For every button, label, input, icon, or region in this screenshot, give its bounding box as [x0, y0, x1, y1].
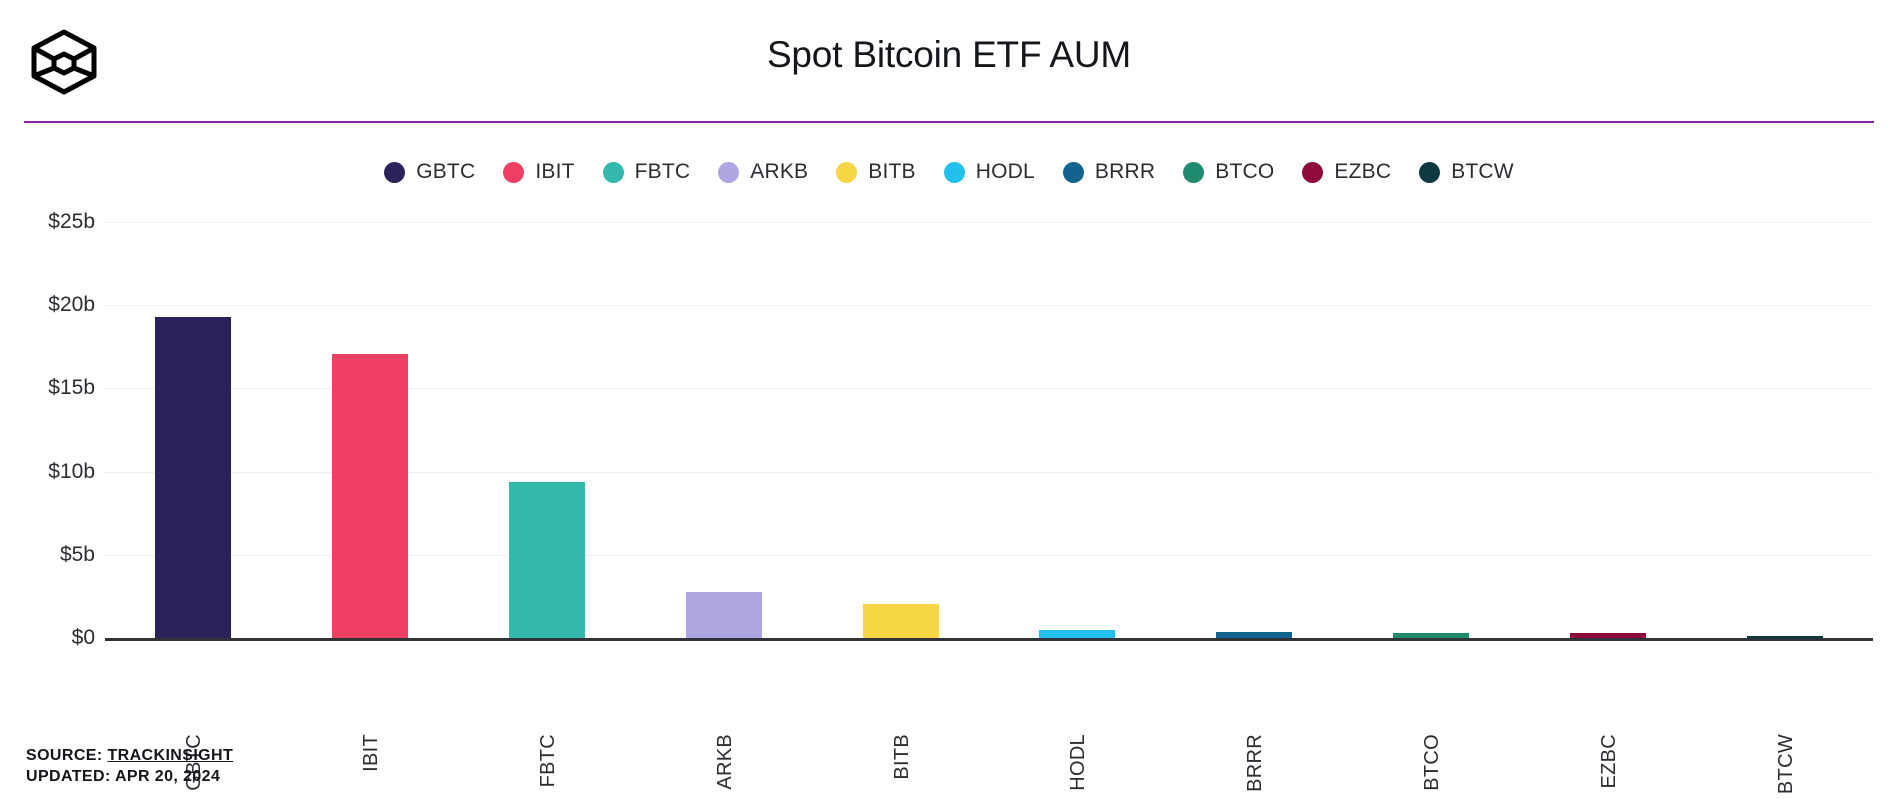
legend-label: EZBC	[1334, 160, 1392, 183]
bar-slot	[1039, 210, 1116, 640]
gridline	[105, 305, 1873, 307]
legend-label: BTCO	[1215, 160, 1275, 183]
legend-item-fbtc[interactable]: FBTC	[602, 160, 691, 184]
legend-label: HODL	[975, 160, 1035, 183]
legend-swatch-icon	[943, 161, 965, 183]
bar-slot	[685, 210, 762, 640]
legend-item-gbtc[interactable]: GBTC	[384, 160, 475, 184]
x-axis-tick-label: FBTC	[537, 734, 559, 788]
legend-swatch-icon	[503, 161, 525, 183]
bar-slot	[862, 210, 939, 640]
legend-item-btco[interactable]: BTCO	[1183, 160, 1274, 184]
grid-area	[105, 210, 1873, 641]
x-axis-labels: GBTC IBIT FBTC ARKB BITB HODL BRRR BTCO EZBC BTCW	[105, 648, 1873, 794]
y-axis-tick-label: $20b	[48, 293, 95, 317]
legend-swatch-icon	[384, 161, 406, 183]
legend-label: BITB	[868, 160, 916, 183]
bar-slot	[1569, 210, 1646, 640]
gridline	[105, 554, 1873, 556]
legend-label: ARKB	[750, 160, 809, 183]
chart-header: Spot Bitcoin ETF AUM	[0, 0, 1898, 123]
gridline	[105, 471, 1873, 473]
page-title: Spot Bitcoin ETF AUM	[766, 34, 1132, 75]
legend-swatch-icon	[1302, 161, 1324, 183]
updated-prefix-label: UPDATED:	[26, 768, 111, 785]
legend-label: IBIT	[535, 160, 575, 183]
gridline	[105, 388, 1873, 390]
x-axis-tick-label: BTCW	[1774, 734, 1797, 795]
bar-ezbc[interactable]	[1569, 633, 1646, 638]
legend-swatch-icon	[836, 161, 858, 183]
updated-line: UPDATED: APR 20, 2024	[26, 766, 233, 787]
bar-btco[interactable]	[1393, 632, 1469, 638]
x-axis-tick-label: EZBC	[1597, 734, 1620, 789]
bar-series	[105, 210, 1873, 640]
legend-swatch-icon	[718, 161, 740, 183]
chart-footer: SOURCE: TRACKINSIGHT UPDATED: APR 20, 20…	[26, 745, 233, 787]
legend-item-ezbc[interactable]: EZBC	[1302, 160, 1391, 184]
y-axis-labels: $0 $5b $10b $15b $20b $25b	[0, 210, 95, 649]
bar-bitb[interactable]	[862, 603, 939, 638]
bar-gbtc[interactable]	[155, 316, 232, 638]
legend-label: BTCW	[1451, 160, 1514, 183]
x-axis-tick-label: BITB	[890, 734, 913, 780]
bar-slot	[1746, 210, 1823, 640]
bar-slot	[332, 210, 409, 640]
updated-value: APR 20, 2024	[114, 768, 221, 785]
gridline	[105, 222, 1873, 223]
y-axis-tick-label: $10b	[48, 459, 95, 483]
plot-area: $0 $5b $10b $15b $20b $25b	[0, 210, 1898, 649]
y-axis-tick-label: $0	[71, 626, 95, 649]
cube-logo-icon	[28, 26, 100, 98]
legend-swatch-icon	[602, 161, 624, 183]
legend-item-brrr[interactable]: BRRR	[1062, 160, 1156, 184]
source-line: SOURCE: TRACKINSIGHT	[26, 745, 233, 766]
x-axis-tick-label: BTCO	[1421, 734, 1443, 791]
legend-label: GBTC	[416, 160, 476, 183]
chart-legend: GBTC IBIT FBTC ARKB BITB HODL BRRR BTCO EZBC BTCW	[0, 160, 1898, 184]
x-axis-tick-label: BRRR	[1244, 734, 1267, 792]
x-axis-tick-label: ARKB	[713, 734, 736, 790]
legend-item-ibit[interactable]: IBIT	[503, 160, 574, 184]
x-axis-line	[105, 638, 1873, 641]
legend-item-bitb[interactable]: BITB	[836, 160, 916, 184]
source-link[interactable]: TRACKINSIGHT	[107, 747, 234, 764]
legend-item-btcw[interactable]: BTCW	[1419, 160, 1514, 184]
legend-swatch-icon	[1062, 161, 1084, 183]
source-prefix-label: SOURCE:	[26, 747, 103, 764]
bar-hodl[interactable]	[1039, 629, 1116, 638]
y-axis-tick-label: $25b	[48, 210, 95, 233]
bar-btcw[interactable]	[1746, 636, 1823, 638]
x-axis-tick-label: IBIT	[360, 734, 383, 772]
bar-ibit[interactable]	[332, 354, 409, 638]
bar-slot	[509, 210, 585, 640]
bar-slot	[155, 210, 232, 640]
bar-arkb[interactable]	[685, 592, 762, 638]
legend-label: BRRR	[1094, 160, 1156, 183]
bar-brrr[interactable]	[1216, 631, 1293, 638]
y-axis-tick-label: $15b	[48, 376, 95, 400]
y-axis-tick-label: $5b	[59, 542, 95, 566]
legend-label: FBTC	[634, 160, 691, 183]
bar-slot	[1216, 210, 1293, 640]
bar-slot	[1393, 210, 1469, 640]
legend-item-arkb[interactable]: ARKB	[718, 160, 808, 184]
legend-item-hodl[interactable]: HODL	[943, 160, 1035, 184]
legend-swatch-icon	[1183, 161, 1205, 183]
legend-swatch-icon	[1419, 161, 1441, 183]
header-divider	[24, 121, 1874, 123]
bar-fbtc[interactable]	[509, 481, 585, 638]
x-axis-tick-label: HODL	[1067, 734, 1090, 791]
